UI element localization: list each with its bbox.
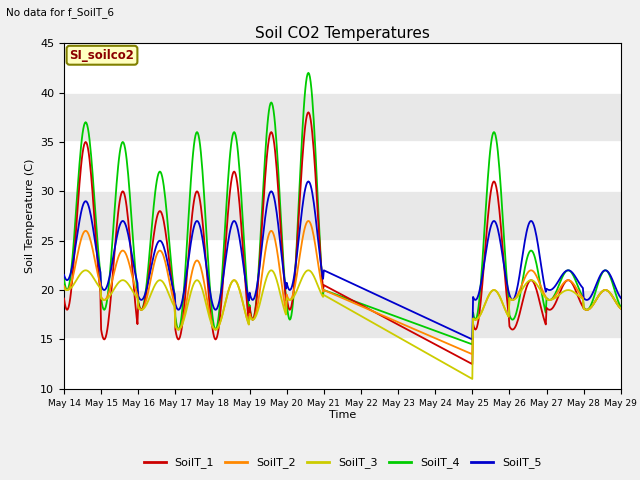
Title: Soil CO2 Temperatures: Soil CO2 Temperatures	[255, 25, 430, 41]
Y-axis label: Soil Temperature (C): Soil Temperature (C)	[24, 159, 35, 273]
Bar	[64, 142, 621, 192]
Text: No data for f_SoilT_6: No data for f_SoilT_6	[6, 7, 115, 18]
Bar	[64, 43, 621, 93]
Legend: SoilT_1, SoilT_2, SoilT_3, SoilT_4, SoilT_5: SoilT_1, SoilT_2, SoilT_3, SoilT_4, Soil…	[139, 453, 546, 473]
Text: SI_soilco2: SI_soilco2	[70, 49, 134, 62]
Bar	[64, 339, 621, 389]
X-axis label: Time: Time	[329, 410, 356, 420]
Bar	[64, 240, 621, 290]
